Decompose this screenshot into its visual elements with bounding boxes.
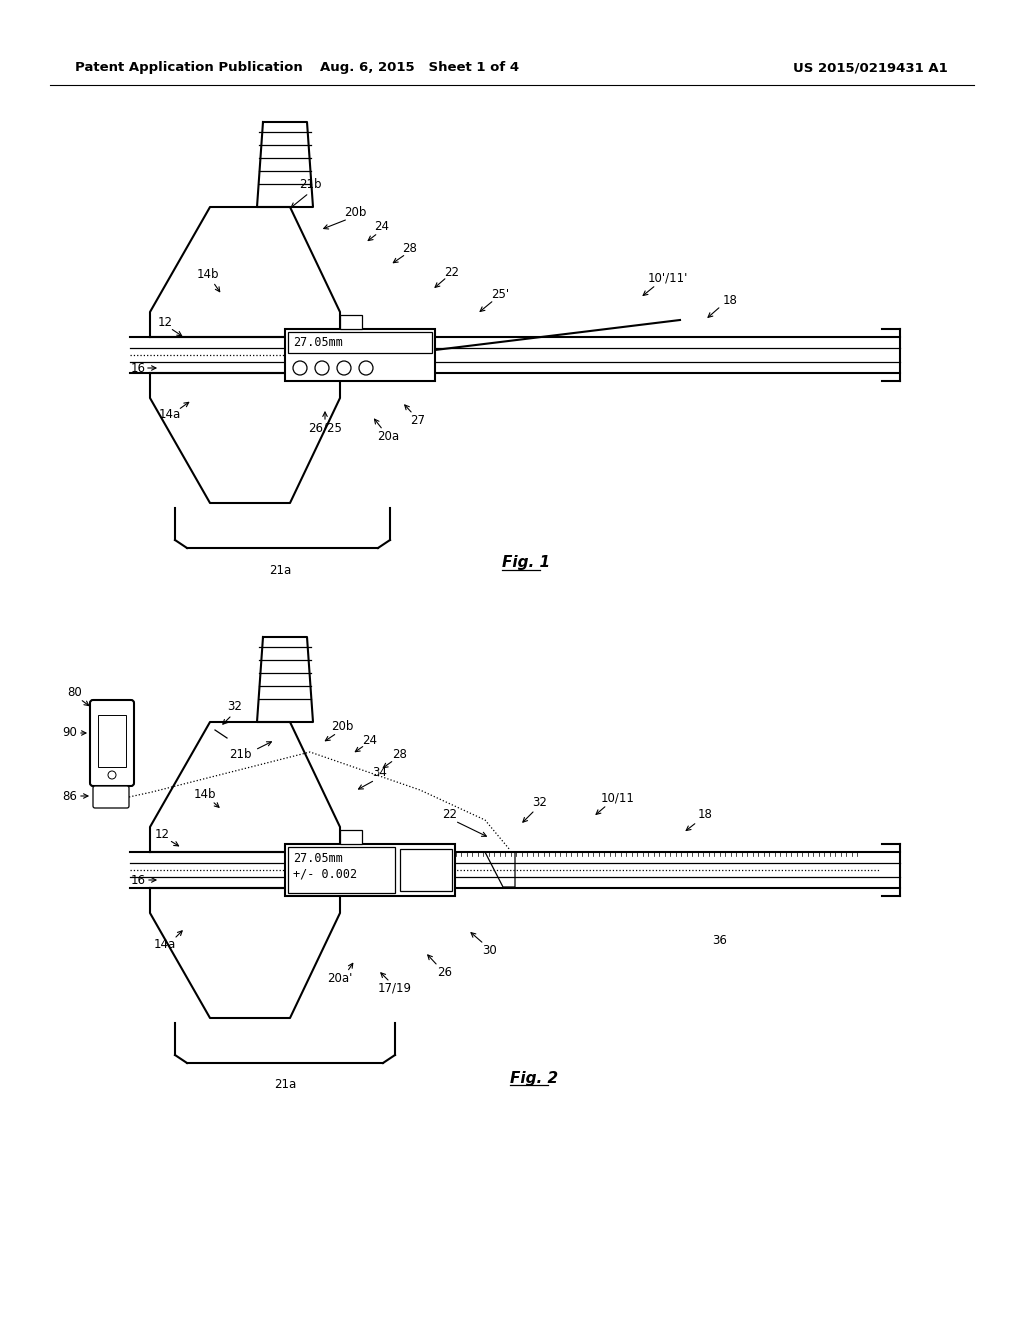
- Text: 86: 86: [62, 789, 78, 803]
- Text: 21b: 21b: [299, 178, 322, 191]
- Text: 22: 22: [444, 265, 460, 279]
- Text: US 2015/0219431 A1: US 2015/0219431 A1: [793, 62, 947, 74]
- Text: 20a: 20a: [377, 429, 399, 442]
- Bar: [400, 849, 452, 891]
- Text: Fig. 2: Fig. 2: [510, 1071, 558, 1085]
- Bar: [288, 333, 432, 352]
- Bar: [98, 715, 126, 767]
- FancyBboxPatch shape: [90, 700, 134, 785]
- Text: 12: 12: [155, 829, 170, 842]
- Text: Patent Application Publication: Patent Application Publication: [75, 62, 303, 74]
- Text: 26: 26: [437, 965, 453, 978]
- Text: 21b: 21b: [228, 747, 251, 760]
- Text: 17/19: 17/19: [378, 982, 412, 994]
- Text: 14a: 14a: [159, 408, 181, 421]
- Text: 24: 24: [362, 734, 378, 747]
- Text: 16: 16: [130, 362, 145, 375]
- Text: 24: 24: [375, 220, 389, 234]
- FancyBboxPatch shape: [93, 785, 129, 808]
- Bar: [285, 329, 435, 381]
- Text: 18: 18: [697, 808, 713, 821]
- Text: 32: 32: [227, 701, 243, 714]
- Text: 22: 22: [442, 808, 458, 821]
- Text: 28: 28: [402, 242, 418, 255]
- Text: 14b: 14b: [197, 268, 219, 281]
- Text: 27: 27: [411, 413, 426, 426]
- Text: 27.05mm: 27.05mm: [293, 853, 343, 866]
- Text: 34: 34: [373, 767, 387, 780]
- Text: Aug. 6, 2015   Sheet 1 of 4: Aug. 6, 2015 Sheet 1 of 4: [321, 62, 519, 74]
- Bar: [285, 843, 455, 896]
- Text: 80: 80: [68, 686, 82, 700]
- Bar: [288, 847, 395, 894]
- Text: 18: 18: [723, 293, 737, 306]
- Text: 14b: 14b: [194, 788, 216, 801]
- Text: 21a: 21a: [273, 1078, 296, 1092]
- Text: 10/11: 10/11: [601, 792, 635, 804]
- Text: 12: 12: [158, 317, 172, 330]
- Text: +/- 0.002: +/- 0.002: [293, 867, 357, 880]
- Text: 27.05mm: 27.05mm: [293, 337, 343, 348]
- Text: 20b: 20b: [331, 721, 353, 734]
- Text: 32: 32: [532, 796, 548, 808]
- Text: Fig. 1: Fig. 1: [502, 556, 550, 570]
- Text: 28: 28: [392, 748, 408, 762]
- Text: 30: 30: [482, 944, 498, 957]
- Text: 16: 16: [130, 874, 145, 887]
- Text: 26/25: 26/25: [308, 421, 342, 434]
- Text: 25': 25': [490, 289, 509, 301]
- Text: 14a: 14a: [154, 939, 176, 952]
- Text: 21a: 21a: [269, 564, 291, 577]
- Text: 90: 90: [62, 726, 78, 739]
- Bar: [340, 315, 362, 329]
- Text: 36: 36: [713, 933, 727, 946]
- Bar: [340, 830, 362, 843]
- Text: 20a': 20a': [328, 972, 352, 985]
- Text: 20b: 20b: [344, 206, 367, 219]
- Text: 10'/11': 10'/11': [648, 272, 688, 285]
